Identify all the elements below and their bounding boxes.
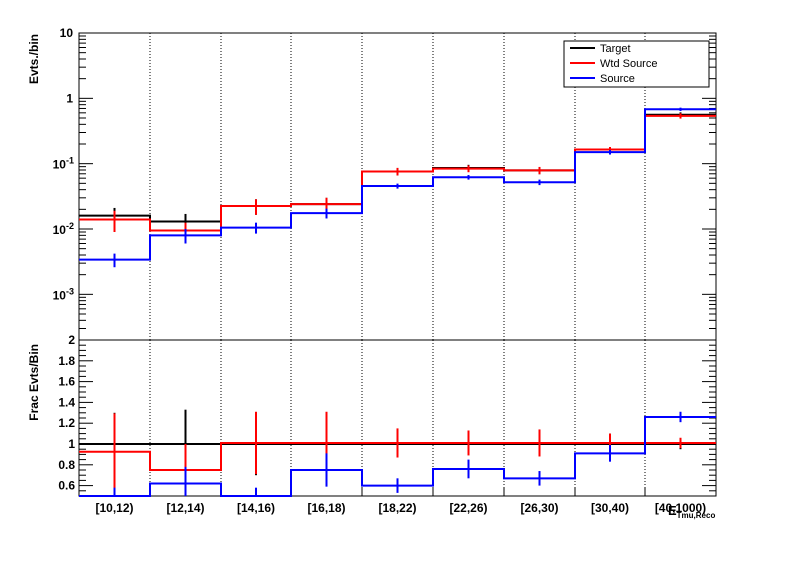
x-tick-label: [12,14) [166, 501, 204, 515]
x-tick-label: [22,26) [449, 501, 487, 515]
y-axis-title-bottom: Frac Evts/Bin [27, 344, 41, 421]
x-axis-title-subscript: Tmu,Reco [677, 511, 716, 520]
x-tick-label: [40,1000) [655, 501, 706, 515]
x-tick-label: [26,30) [520, 501, 558, 515]
y-tick-label-base: 10 [53, 223, 67, 237]
y-tick-label-bottom: 1.2 [58, 416, 75, 430]
x-axis-title-main: E [668, 503, 677, 518]
y-tick-label-exponent: -1 [66, 156, 74, 166]
legend-entry: Source [600, 73, 635, 85]
y-tick-label-bottom: 0.8 [58, 458, 75, 472]
x-axis-title: ETmu,Reco [668, 503, 715, 520]
y-tick-label-base: 10 [53, 158, 67, 172]
y-tick-label-bottom: 1.4 [58, 395, 75, 409]
x-tick-label: [16,18) [307, 501, 345, 515]
y-tick-label-bottom: 1.8 [58, 354, 75, 368]
y-axis-title-top: Evts./bin [27, 34, 41, 84]
legend-entry: Wtd Source [600, 58, 657, 70]
x-tick-label: [18,22) [378, 501, 416, 515]
x-tick-label: [30,40) [591, 501, 629, 515]
y-tick-label-bottom: 2 [68, 333, 75, 347]
legend-entry: Target [600, 43, 631, 55]
x-tick-label: [14,16) [237, 501, 275, 515]
y-tick-label-bottom: 0.6 [58, 479, 75, 493]
y-tick-label-bottom: 1.6 [58, 375, 75, 389]
y-tick-label-top: 10-1 [53, 156, 74, 172]
y-tick-label-top: 10-3 [53, 286, 74, 302]
y-tick-label-exponent: -3 [66, 286, 74, 296]
y-tick-label-bottom: 1 [68, 437, 75, 451]
y-tick-label-top: 1 [66, 91, 73, 105]
y-tick-label-top: 10 [60, 26, 74, 40]
y-tick-label-base: 10 [53, 288, 67, 302]
bottom-plot-frame [78, 339, 717, 497]
y-tick-label-exponent: -2 [66, 221, 74, 231]
y-tick-label-top: 10-2 [53, 221, 74, 237]
x-tick-label: [10,12) [95, 501, 133, 515]
